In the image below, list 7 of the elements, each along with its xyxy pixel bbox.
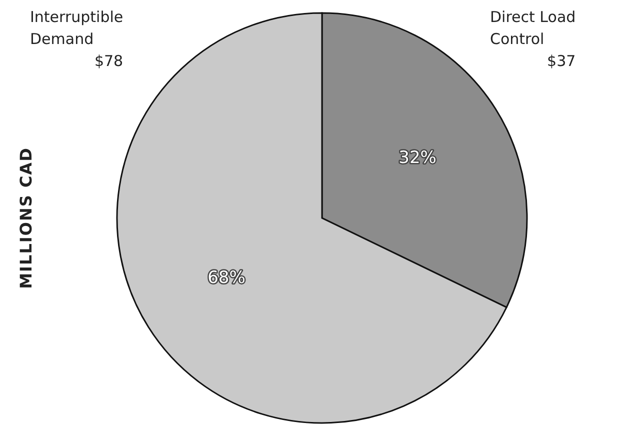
data-label: $37 bbox=[546, 51, 576, 72]
text: 68% bbox=[208, 268, 246, 288]
data-label: $78 bbox=[93, 51, 124, 72]
slice-label: Direct Load Control bbox=[490, 7, 576, 50]
text: 32% bbox=[398, 148, 436, 168]
slice-label: Interruptible Demand bbox=[30, 7, 124, 50]
text: MILLIONS CAD bbox=[16, 147, 36, 289]
